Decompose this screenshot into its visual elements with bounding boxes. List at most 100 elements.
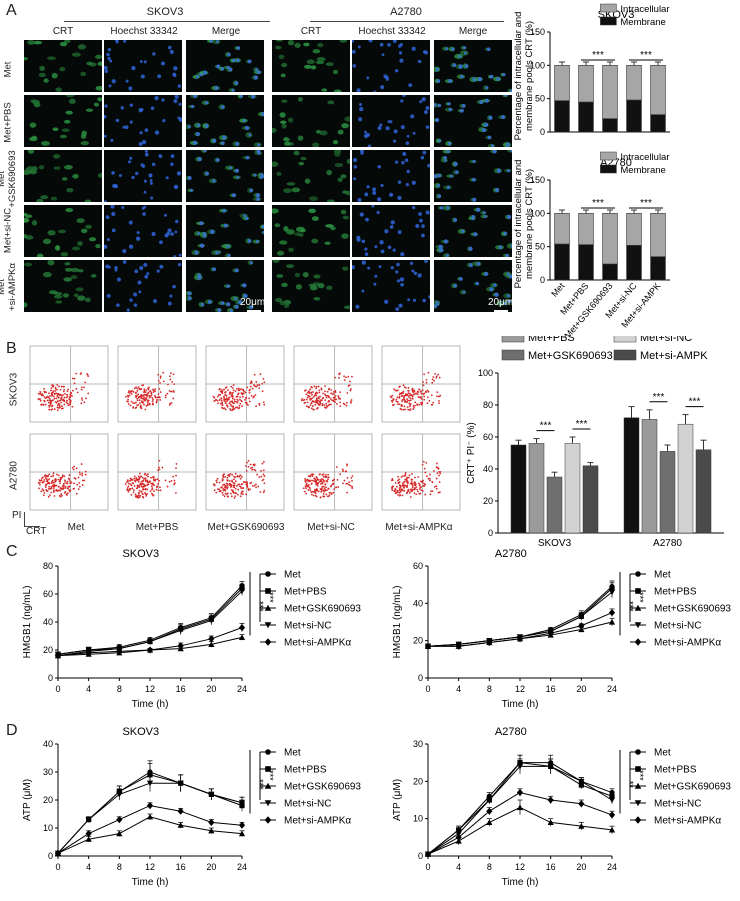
flow-row-label: A2780 [8,461,20,490]
legend-label: Met+GSK690693 [284,604,361,615]
data-point [238,800,246,806]
y-tick-label: 0 [540,127,545,137]
series-line [57,590,243,655]
y-tick-label: 30 [413,739,423,749]
legend-label: Met [654,570,671,581]
chart-title: A2780 [495,548,527,560]
panel-label-d: D [6,722,18,739]
flow-plot [202,344,286,431]
data-point [634,782,642,789]
micrograph-image [191,208,267,258]
bar [582,465,599,534]
row-label: Met+si-NC [2,207,14,254]
data-point [635,749,641,755]
bar [650,256,666,281]
micrograph-cell [270,149,354,203]
series-line [57,588,243,657]
scale-bar-label: 20μm [240,297,266,308]
bar [650,213,666,257]
x-tick-label: 8 [487,862,492,872]
series-line [428,621,613,647]
data-point [486,797,493,804]
bar [677,423,694,534]
data-point [634,622,642,629]
legend-swatch [613,336,637,343]
y-tick-label: 100 [530,208,545,218]
flow-plot [290,432,374,519]
bar [528,443,545,534]
micrograph-image [21,259,97,308]
bar [546,476,563,534]
data-point [635,588,641,594]
data-point [547,819,554,825]
y-tick-label: 0 [418,851,423,861]
column-header: CRT [52,26,74,37]
x-tick-label: 8 [487,684,492,694]
scale-bar [494,310,508,312]
legend-label: Met+si-NC [654,621,702,632]
data-point [608,797,616,804]
data-point [634,816,642,824]
data-point [608,811,616,819]
legend-swatch [501,336,525,343]
data-point [85,649,92,657]
flow-axis-x-label: CRT [26,526,47,537]
micrograph-cell [186,205,267,258]
y-tick-label: 10 [413,814,423,824]
micrograph-cell [432,40,513,94]
data-point [177,642,184,650]
x-tick-label: 12 [515,862,525,872]
micrograph-image [184,260,254,314]
legend-label: Met+si-AMPKα [654,816,721,827]
data-point [635,766,641,772]
y-tick-label: 40 [43,617,53,627]
data-point [177,780,184,787]
y-axis-label: ATP (μM) [22,779,33,821]
y-tick-label: 20 [43,645,53,655]
legend-label: Met+si-NC [640,336,692,344]
legend-label: Met [654,748,671,759]
data-point [208,641,215,647]
legend-label: Met+si-NC [654,799,702,810]
y-tick-label: 40 [483,464,493,474]
micrograph-cell [270,205,350,257]
data-point [238,821,246,829]
micrograph-cell [186,39,264,93]
data-point [146,813,154,820]
row-label: Met [2,61,14,78]
data-point [608,618,616,625]
x-tick-label: 4 [456,862,461,872]
legend-label: Met+PBS [284,765,327,776]
data-point [516,763,524,770]
micrograph-cell [431,260,514,312]
x-axis-label: Time (h) [502,877,539,888]
micrograph-cell [434,205,516,258]
data-point [265,571,271,577]
row-label: Met +si-AMPKα [0,263,18,311]
significance-label: *** [592,50,604,61]
x-tick-label: Met [549,280,567,298]
micrograph-image [272,258,353,310]
flow-column-label: Met [67,522,85,533]
micrograph-cell [350,259,432,312]
flow-plot [26,432,110,519]
micrograph-image [358,93,430,148]
micrograph-image [356,204,430,257]
data-point [516,635,524,643]
significance-label: *** [653,392,665,403]
y-tick-label: 60 [43,589,53,599]
x-tick-label: 24 [607,862,617,872]
data-point [547,763,554,770]
bar [554,100,570,133]
x-tick-label: 24 [237,862,247,872]
chart-title: SKOV3 [122,548,159,560]
x-tick-label: 20 [206,862,216,872]
micrograph-image [275,38,347,95]
legend-label: Membrane [620,17,665,28]
legend-label: Met+GSK690693 [284,782,361,793]
y-tick-label: 150 [530,175,545,185]
legend-label: Met+si-AMPK [640,350,708,362]
x-tick-label: 8 [117,684,122,694]
legend-swatch [600,164,617,174]
flow-axis-arrow-y [24,512,25,526]
